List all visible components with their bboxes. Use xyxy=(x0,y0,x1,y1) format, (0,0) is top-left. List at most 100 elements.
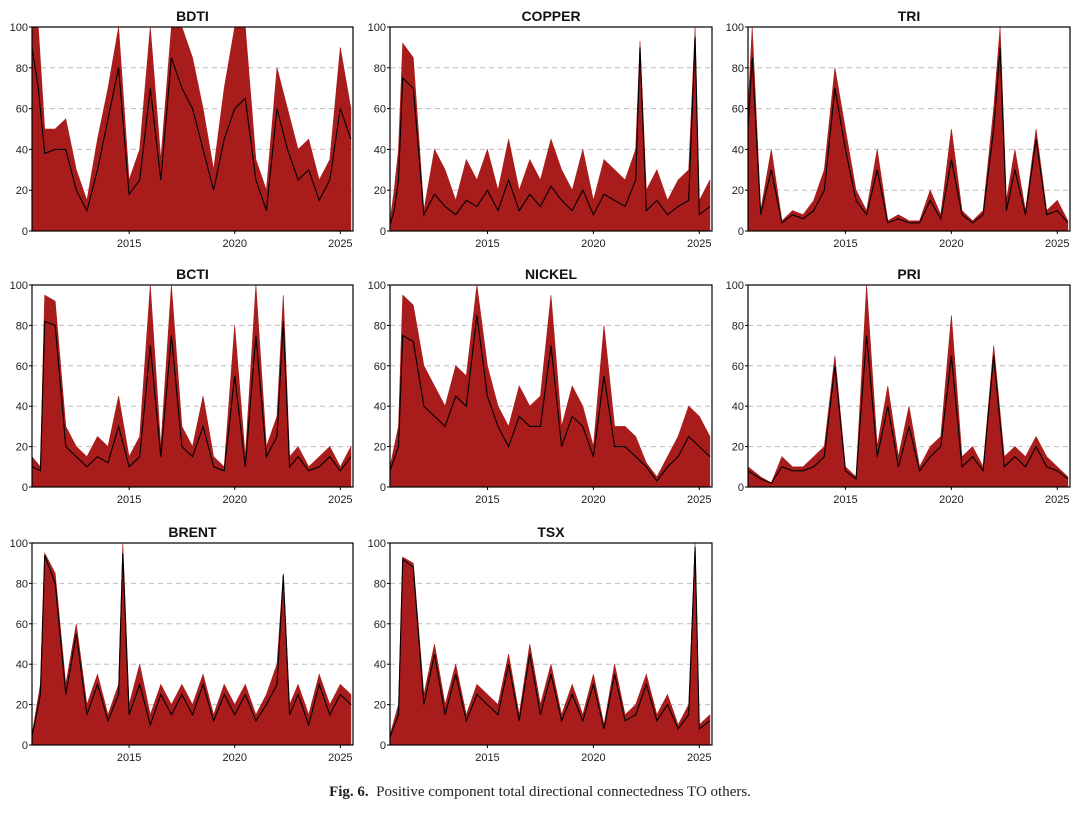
panel-frame xyxy=(31,542,354,746)
panel-bdti: 0 20 40 60 80 100 2015 2020 2025 BDTI xyxy=(10,8,354,250)
x-tick-label: 2020 xyxy=(581,494,605,506)
y-tick-label: 0 xyxy=(738,226,744,238)
line-series xyxy=(747,335,1069,484)
y-tick-label: 20 xyxy=(732,442,744,454)
x-tick-label: 2020 xyxy=(222,494,246,506)
y-tick-label: 20 xyxy=(16,442,28,454)
y-tick-label: 20 xyxy=(732,185,744,197)
panel-frame xyxy=(389,542,713,746)
panel-frame xyxy=(389,26,713,232)
x-tick-label: 2025 xyxy=(328,752,352,764)
y-tick-label: 100 xyxy=(10,280,28,292)
line-series xyxy=(389,315,711,482)
x-tick-label: 2020 xyxy=(939,238,963,250)
y-tick-label: 40 xyxy=(732,144,744,156)
x-tick-label: 2025 xyxy=(1045,494,1069,506)
y-tick-label: 100 xyxy=(10,22,28,34)
panel-tri: 0 20 40 60 80 100 2015 2020 2025 TRI xyxy=(726,8,1071,250)
line-series xyxy=(31,320,352,472)
x-tick-label: 2015 xyxy=(833,494,857,506)
panel-title: PRI xyxy=(897,266,920,282)
panel-bcti: 0 20 40 60 80 100 2015 2020 2025 BCTI xyxy=(10,266,354,506)
x-tick-label: 2025 xyxy=(687,752,711,764)
y-tick-label: 40 xyxy=(16,659,28,671)
y-tick-label: 100 xyxy=(10,538,28,550)
y-tick-label: 100 xyxy=(368,280,386,292)
panel-frame xyxy=(31,284,354,488)
y-tick-label: 40 xyxy=(374,401,386,413)
y-tick-label: 20 xyxy=(374,700,386,712)
area-series xyxy=(747,284,1069,488)
area-series xyxy=(389,284,711,488)
y-tick-label: 80 xyxy=(374,578,386,590)
panel-brent: 0 20 40 60 80 100 2015 2020 2025 BRENT xyxy=(10,524,354,764)
panel-title: NICKEL xyxy=(525,266,578,282)
y-tick-label: 60 xyxy=(374,619,386,631)
panel-title: BDTI xyxy=(176,8,209,24)
x-tick-label: 2020 xyxy=(222,238,246,250)
y-tick-label: 40 xyxy=(16,401,28,413)
y-tick-label: 0 xyxy=(22,226,28,238)
y-tick-label: 0 xyxy=(380,482,386,494)
x-tick-label: 2025 xyxy=(687,494,711,506)
caption-label: Fig. 6. xyxy=(329,784,369,800)
panel-title: BCTI xyxy=(176,266,209,282)
y-tick-label: 60 xyxy=(16,104,28,116)
y-tick-label: 80 xyxy=(732,63,744,75)
y-tick-label: 60 xyxy=(374,361,386,373)
y-tick-label: 20 xyxy=(16,700,28,712)
x-tick-label: 2025 xyxy=(1045,238,1069,250)
y-tick-label: 40 xyxy=(732,401,744,413)
y-tick-label: 100 xyxy=(368,22,386,34)
y-tick-label: 100 xyxy=(726,280,744,292)
y-tick-label: 100 xyxy=(368,538,386,550)
x-tick-label: 2015 xyxy=(475,238,499,250)
y-tick-label: 0 xyxy=(22,482,28,494)
panel-pri: 0 20 40 60 80 100 2015 2020 2025 PRI xyxy=(726,266,1071,506)
y-tick-label: 60 xyxy=(732,361,744,373)
line-series xyxy=(31,553,352,738)
y-tick-label: 0 xyxy=(22,740,28,752)
y-tick-label: 20 xyxy=(16,185,28,197)
y-tick-label: 0 xyxy=(380,740,386,752)
panel-title: TSX xyxy=(537,524,565,540)
x-tick-label: 2020 xyxy=(581,238,605,250)
y-tick-label: 40 xyxy=(16,144,28,156)
x-tick-label: 2020 xyxy=(939,494,963,506)
area-series xyxy=(389,542,711,746)
y-tick-label: 80 xyxy=(16,63,28,75)
y-tick-label: 20 xyxy=(374,185,386,197)
panel-frame xyxy=(389,284,713,488)
panel-frame xyxy=(31,26,354,232)
y-tick-label: 80 xyxy=(374,320,386,332)
x-tick-label: 2015 xyxy=(833,238,857,250)
y-tick-label: 80 xyxy=(16,578,28,590)
panel-frame xyxy=(747,284,1071,488)
y-tick-label: 80 xyxy=(732,320,744,332)
y-tick-label: 60 xyxy=(16,619,28,631)
y-tick-label: 20 xyxy=(374,442,386,454)
x-tick-label: 2015 xyxy=(475,752,499,764)
y-tick-label: 100 xyxy=(726,22,744,34)
panel-title: BRENT xyxy=(168,524,217,540)
y-tick-label: 60 xyxy=(732,104,744,116)
x-tick-label: 2025 xyxy=(687,238,711,250)
panel-frame xyxy=(747,26,1071,232)
y-tick-label: 60 xyxy=(16,361,28,373)
x-tick-label: 2025 xyxy=(328,238,352,250)
area-series xyxy=(31,542,352,746)
x-tick-label: 2025 xyxy=(328,494,352,506)
line-series xyxy=(389,37,711,226)
panel-title: COPPER xyxy=(521,8,580,24)
panel-copper: 0 20 40 60 80 100 2015 2020 2025 COPPER xyxy=(368,8,713,250)
x-tick-label: 2015 xyxy=(117,238,141,250)
x-tick-label: 2015 xyxy=(475,494,499,506)
y-tick-label: 60 xyxy=(374,104,386,116)
x-tick-label: 2020 xyxy=(222,752,246,764)
area-series xyxy=(747,26,1069,232)
area-series xyxy=(31,284,352,488)
line-series xyxy=(747,47,1069,224)
y-tick-label: 80 xyxy=(16,320,28,332)
panel-tsx: 0 20 40 60 80 100 2015 2020 2025 TSX xyxy=(368,524,713,764)
